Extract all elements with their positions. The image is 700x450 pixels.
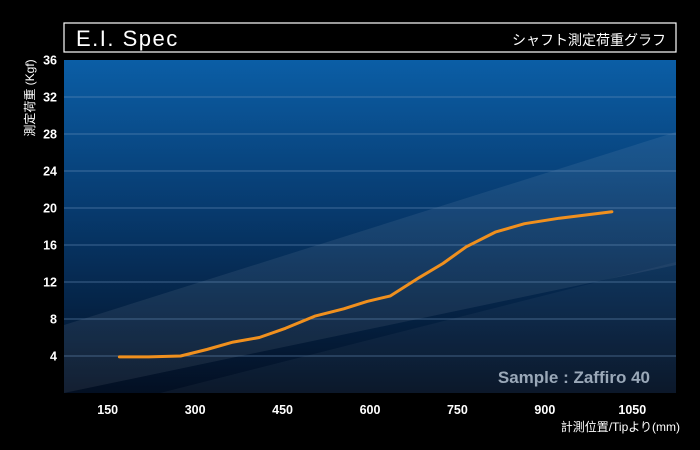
y-tick-label: 24: [43, 165, 57, 179]
data-point: [523, 222, 526, 225]
data-point: [442, 262, 444, 265]
x-tick-label: 750: [447, 403, 468, 417]
data-point: [465, 246, 467, 248]
y-tick-label: 28: [43, 128, 57, 142]
y-tick-label: 32: [43, 91, 57, 105]
data-point: [284, 327, 287, 330]
x-tick-label: 900: [534, 403, 555, 417]
data-point: [313, 315, 316, 318]
decorative-bands: [64, 132, 676, 393]
y-tick-label: 20: [43, 202, 57, 216]
data-point: [206, 348, 208, 351]
header-bar: [63, 22, 677, 53]
y-tick-label: 12: [43, 276, 57, 290]
data-point: [342, 308, 345, 310]
y-tick-label: 4: [50, 350, 57, 364]
x-tick-label: 150: [97, 403, 118, 417]
x-tick-labels: 150 300 450 600 750 900 1050: [97, 403, 646, 417]
chart-subtitle: シャフト測定荷重グラフ: [512, 32, 666, 48]
data-point: [389, 295, 392, 297]
sample-annotation: Sample : Zaffiro 40: [498, 368, 650, 387]
plot-area: [64, 60, 676, 393]
series-layer: [117, 210, 614, 359]
data-point: [258, 336, 261, 339]
x-tick-label: 600: [360, 403, 381, 417]
x-tick-label: 1050: [618, 403, 646, 417]
data-point: [147, 356, 150, 358]
grid-lines: [64, 96, 676, 357]
data-point: [118, 356, 121, 358]
data-point: [611, 210, 613, 213]
data-point: [558, 217, 561, 219]
data-point: [494, 231, 497, 233]
y-axis-label: 測定荷重 (Kgf): [22, 59, 37, 136]
y-tick-label: 16: [43, 239, 57, 253]
y-tick-label: 8: [50, 313, 57, 327]
x-axis-label: 計測位置/Tipより(mm): [561, 419, 680, 434]
data-point: [366, 300, 368, 303]
y-tick-labels: 4 8 12 16 20 24 28 32 36: [43, 54, 57, 364]
data-point: [179, 355, 182, 357]
y-tick-label: 36: [43, 54, 57, 68]
data-point: [418, 276, 421, 279]
x-tick-label: 300: [185, 403, 206, 417]
x-tick-label: 450: [272, 403, 293, 417]
data-point: [232, 341, 234, 343]
data-point: [581, 214, 584, 217]
chart-title: E.I. Spec: [76, 26, 179, 51]
